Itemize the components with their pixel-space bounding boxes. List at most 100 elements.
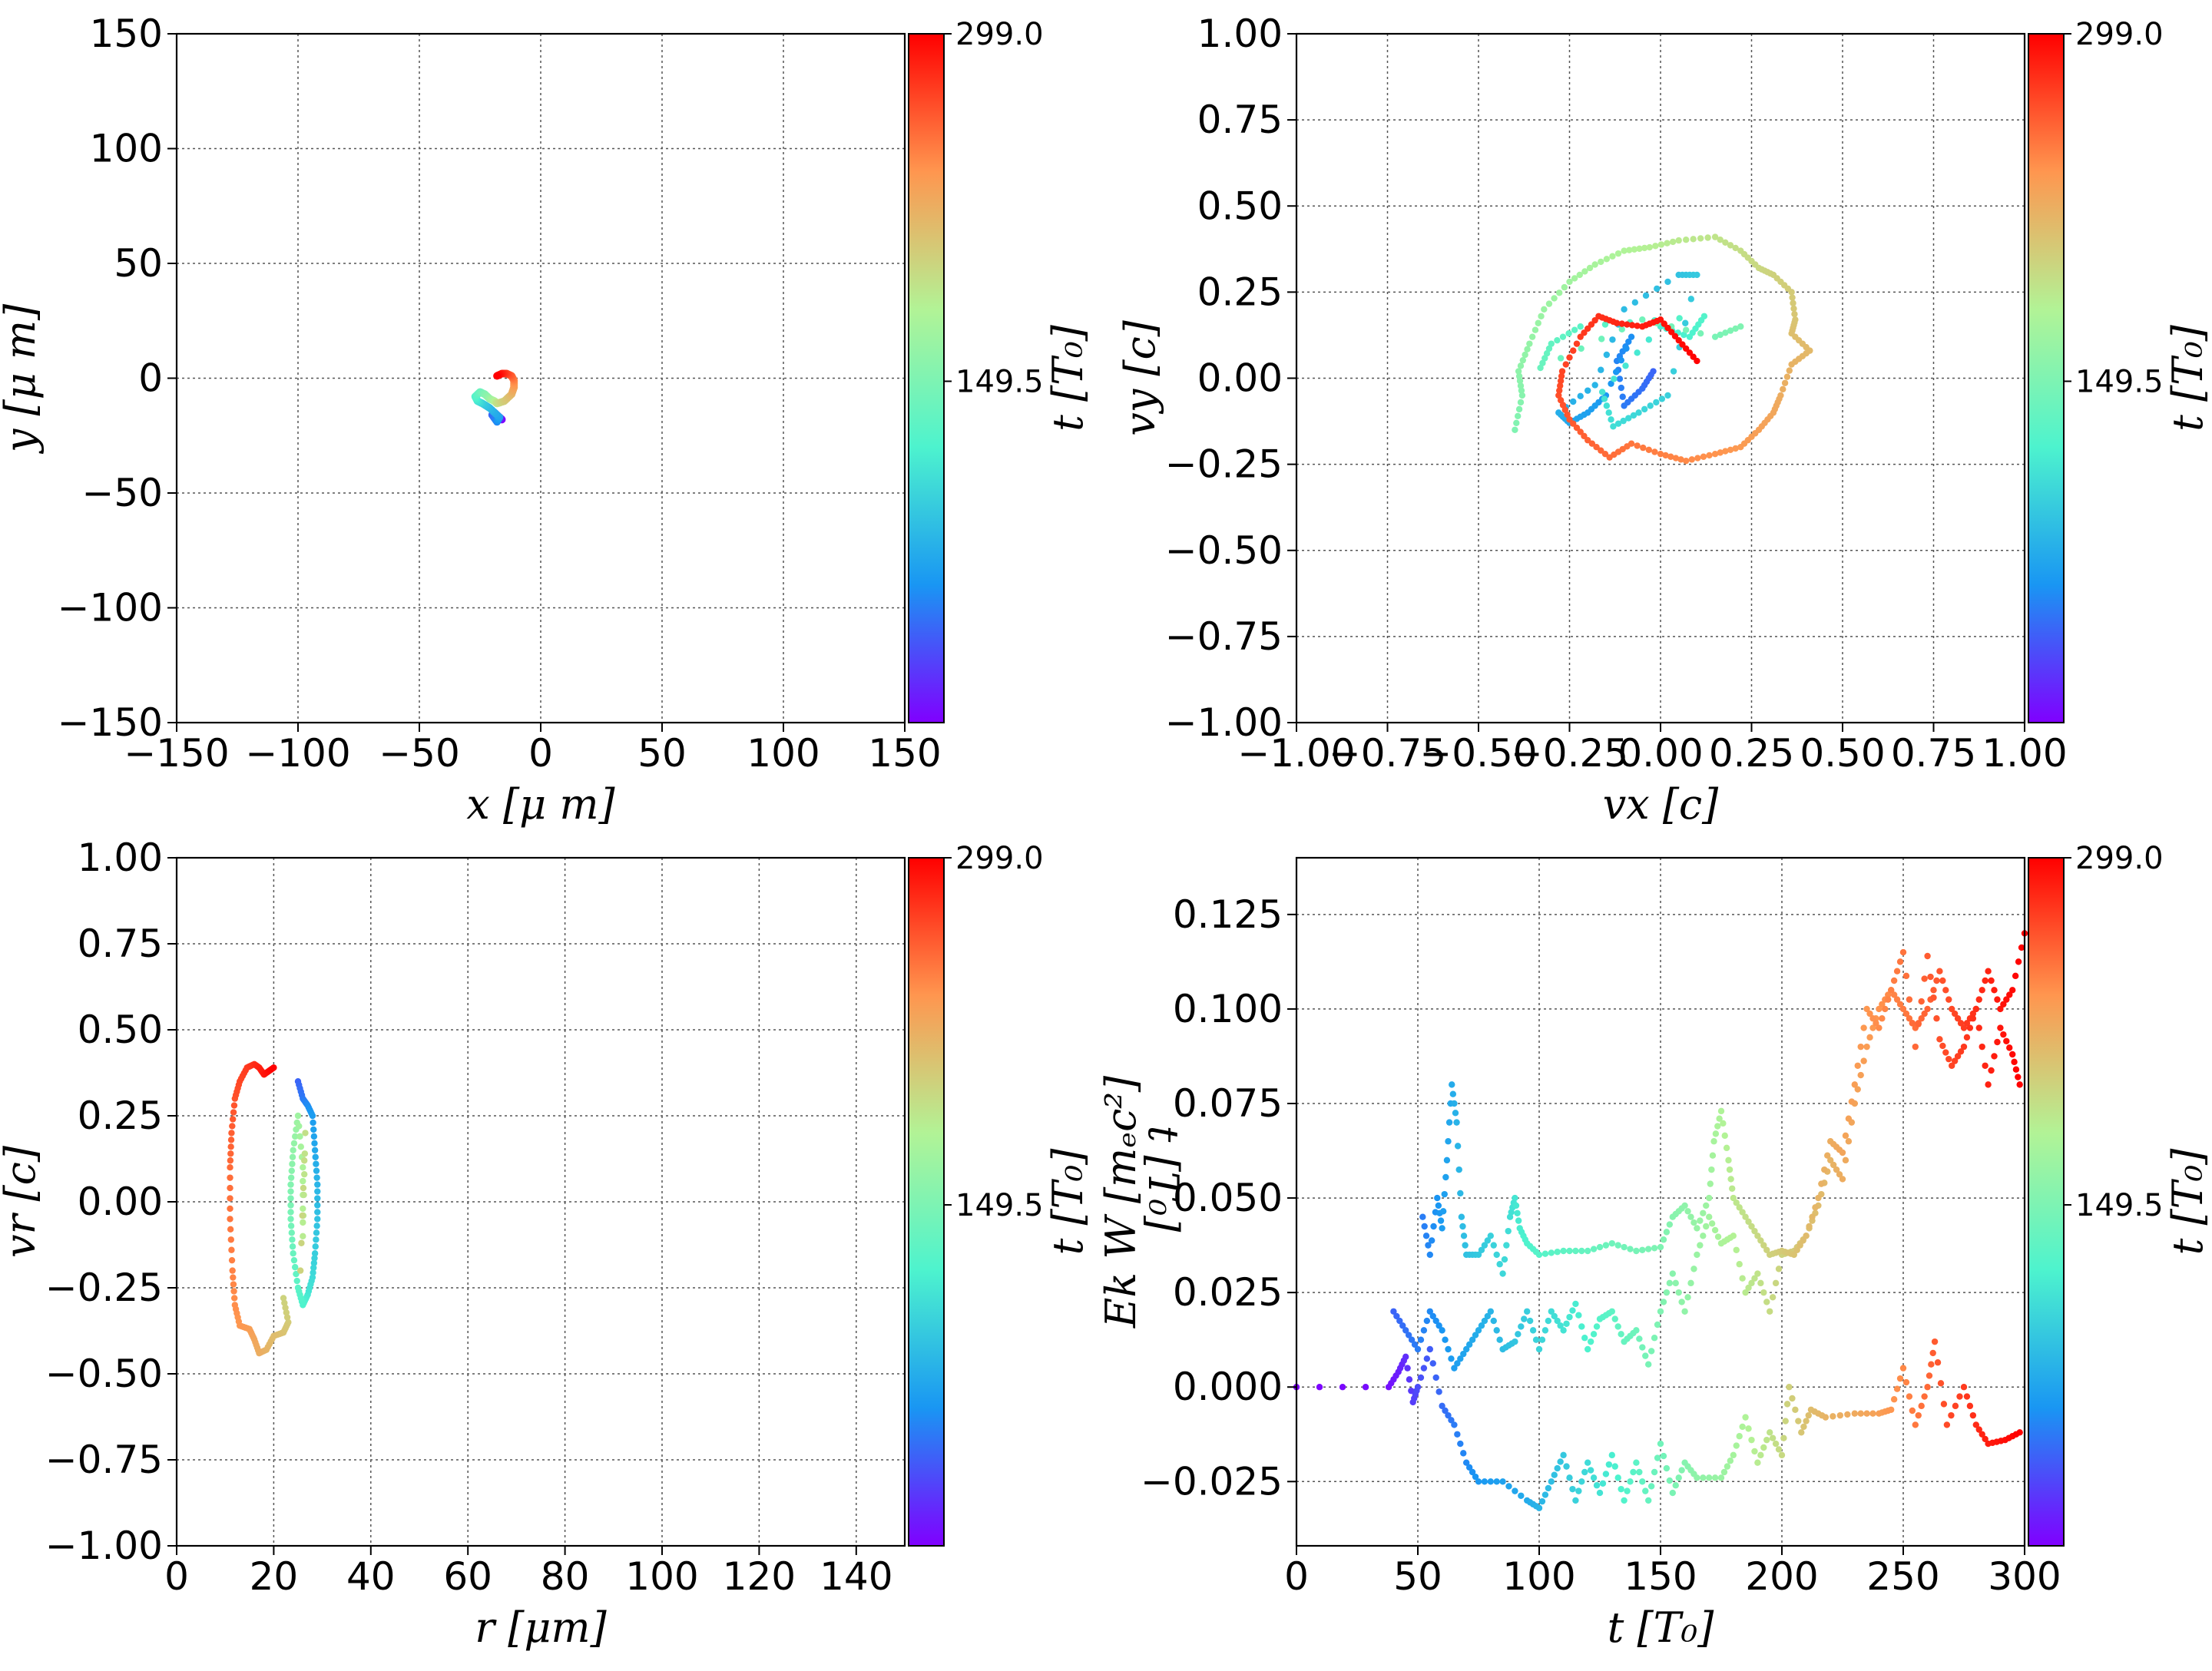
tek-point-upper-95 — [1690, 1219, 1697, 1226]
rvr-point-oval-93 — [301, 1170, 308, 1178]
tek-point-lower-22 — [1420, 1365, 1428, 1372]
tek-point-upper-53 — [1512, 1202, 1520, 1209]
tek-point-upper-119 — [1739, 1209, 1746, 1216]
tek-point-lower-122 — [1760, 1444, 1767, 1451]
tek-point-lower-74 — [1602, 1471, 1610, 1477]
rvr-colorbar-tick-label-0: 299.0 — [955, 841, 1044, 876]
tek-point-lower-31 — [1448, 1417, 1455, 1424]
rvr-point-oval-70 — [287, 1181, 294, 1188]
tek-point-lower-41 — [1481, 1478, 1488, 1485]
tek-point-upper-183 — [1933, 1015, 1940, 1022]
tek-point-lower-170 — [1928, 1361, 1935, 1368]
tek-point-upper-94 — [1687, 1213, 1694, 1220]
tek-point-upper-82 — [1645, 1246, 1652, 1252]
tek-point-upper-125 — [1757, 1237, 1764, 1244]
rvr-point-oval-28 — [314, 1202, 321, 1209]
tek-point-middle-88 — [1657, 1308, 1664, 1315]
vxvy-point-loop-174 — [1634, 323, 1641, 329]
vxvy-point-loop-189 — [1690, 353, 1697, 360]
tek-point-middle-65 — [1587, 1338, 1594, 1345]
tek-point-lower-108 — [1717, 1474, 1725, 1481]
tek-ytick-label-3: 0.050 — [1173, 1176, 1283, 1220]
tek-point-middle-98 — [1687, 1279, 1694, 1287]
tek-point-middle-155 — [1860, 1057, 1867, 1064]
tek-point-lower-62 — [1566, 1474, 1573, 1481]
vxvy-point-loop-4 — [1517, 399, 1525, 406]
tek-point-middle-182 — [1942, 987, 1949, 994]
vxvy-point-loop-8 — [1516, 377, 1524, 385]
vxvy-point-loop-29 — [1586, 264, 1594, 272]
vxvy-point-jitter-60 — [1694, 271, 1700, 279]
tek-point-lower-131 — [1783, 1401, 1791, 1408]
tek-point-lower-105 — [1700, 1474, 1707, 1481]
tek-point-upper-71 — [1578, 1247, 1585, 1255]
tek-point-lower-14 — [1406, 1376, 1413, 1383]
tek-xtick-label-3: 150 — [1624, 1554, 1697, 1599]
vxvy-point-jitter-110 — [1537, 364, 1544, 372]
tek-point-upper-97 — [1697, 1217, 1704, 1224]
tek-point-middle-103 — [1703, 1223, 1710, 1230]
rvr-point-oval-80 — [294, 1112, 302, 1120]
vxvy-point-loop-26 — [1571, 275, 1578, 282]
tek-point-upper-45 — [1501, 1256, 1508, 1263]
tek-point-middle-104 — [1706, 1213, 1713, 1220]
vxvy-point-loop-190 — [1694, 357, 1700, 365]
tek-point-upper-37 — [1478, 1246, 1485, 1253]
vxvy-point-loop-91 — [1786, 367, 1793, 374]
vxvy-ytick-label-0: −1.00 — [1165, 700, 1283, 745]
vxvy-xtick-label-0: −1.00 — [1237, 731, 1355, 776]
tek-point-middle-183 — [1945, 996, 1952, 1003]
vxvy-point-loop-143 — [1573, 424, 1581, 432]
tek-point-lower-129 — [1780, 1434, 1787, 1441]
tek-point-upper-68 — [1560, 1247, 1567, 1255]
vxvy-point-jitter-44 — [1584, 387, 1591, 394]
rvr-point-oval-27 — [314, 1195, 321, 1202]
vxvy-point-loop-139 — [1588, 440, 1596, 447]
tek-point-lower-30 — [1445, 1411, 1452, 1419]
tek-point-middle-149 — [1842, 1156, 1849, 1164]
tek-point-lower-67 — [1581, 1468, 1588, 1476]
rvr-point-oval-96 — [301, 1157, 308, 1164]
tek-point-lower-139 — [1805, 1411, 1812, 1419]
vxvy-point-loop-125 — [1657, 450, 1664, 458]
tek-point-lower-171 — [1929, 1349, 1936, 1357]
vxvy-point-jitter-42 — [1570, 398, 1577, 405]
tek-point-upper-74 — [1596, 1243, 1604, 1251]
tek-point-lower-71 — [1593, 1482, 1601, 1489]
tek-point-middle-56 — [1560, 1327, 1567, 1334]
tek-point-middle-63 — [1581, 1335, 1588, 1342]
tek-point-lower-58 — [1554, 1464, 1561, 1472]
vxvy-point-loop-38 — [1636, 245, 1643, 253]
tek-point-lower-2 — [1339, 1384, 1346, 1391]
tek-point-lower-151 — [1869, 1410, 1876, 1417]
vxvy-point-jitter-76 — [1608, 416, 1614, 423]
vxvy-point-loop-110 — [1737, 444, 1744, 451]
tek-point-middle-5 — [1405, 1332, 1412, 1338]
tek-point-lower-80 — [1621, 1497, 1628, 1504]
tek-colorbar-tick-label-1: 149.5 — [2075, 1188, 2164, 1223]
vxvy-point-loop-21 — [1545, 300, 1553, 307]
tek-point-lower-77 — [1611, 1463, 1618, 1470]
vxvy-ytick-label-2: −0.50 — [1165, 528, 1283, 573]
tek-point-upper-76 — [1608, 1239, 1615, 1247]
tek-point-middle-148 — [1839, 1176, 1846, 1183]
vxvy-point-jitter-111 — [1557, 355, 1565, 362]
vxvy-point-loop-138 — [1593, 444, 1600, 451]
tek-point-lower-121 — [1757, 1451, 1764, 1459]
vxvy-point-jitter-11 — [1619, 393, 1626, 400]
vxvy-points — [1512, 233, 1813, 465]
vxvy-point-loop-120 — [1682, 457, 1690, 465]
xy-point-trajectory-110 — [493, 372, 502, 380]
tek-point-upper-123 — [1751, 1227, 1758, 1235]
rvr-point-oval-29 — [314, 1209, 321, 1216]
vxvy-point-loop-33 — [1609, 253, 1616, 260]
tek-point-lower-55 — [1545, 1484, 1552, 1492]
tek-point-upper-199 — [1982, 1062, 1988, 1069]
vxvy-point-loop-70 — [1788, 289, 1795, 296]
tek-point-lower-70 — [1590, 1474, 1598, 1481]
rvr-point-oval-23 — [313, 1167, 320, 1174]
tek-point-lower-29 — [1442, 1407, 1449, 1415]
tek-point-lower-40 — [1475, 1478, 1482, 1485]
vxvy-point-jitter-43 — [1577, 392, 1584, 400]
